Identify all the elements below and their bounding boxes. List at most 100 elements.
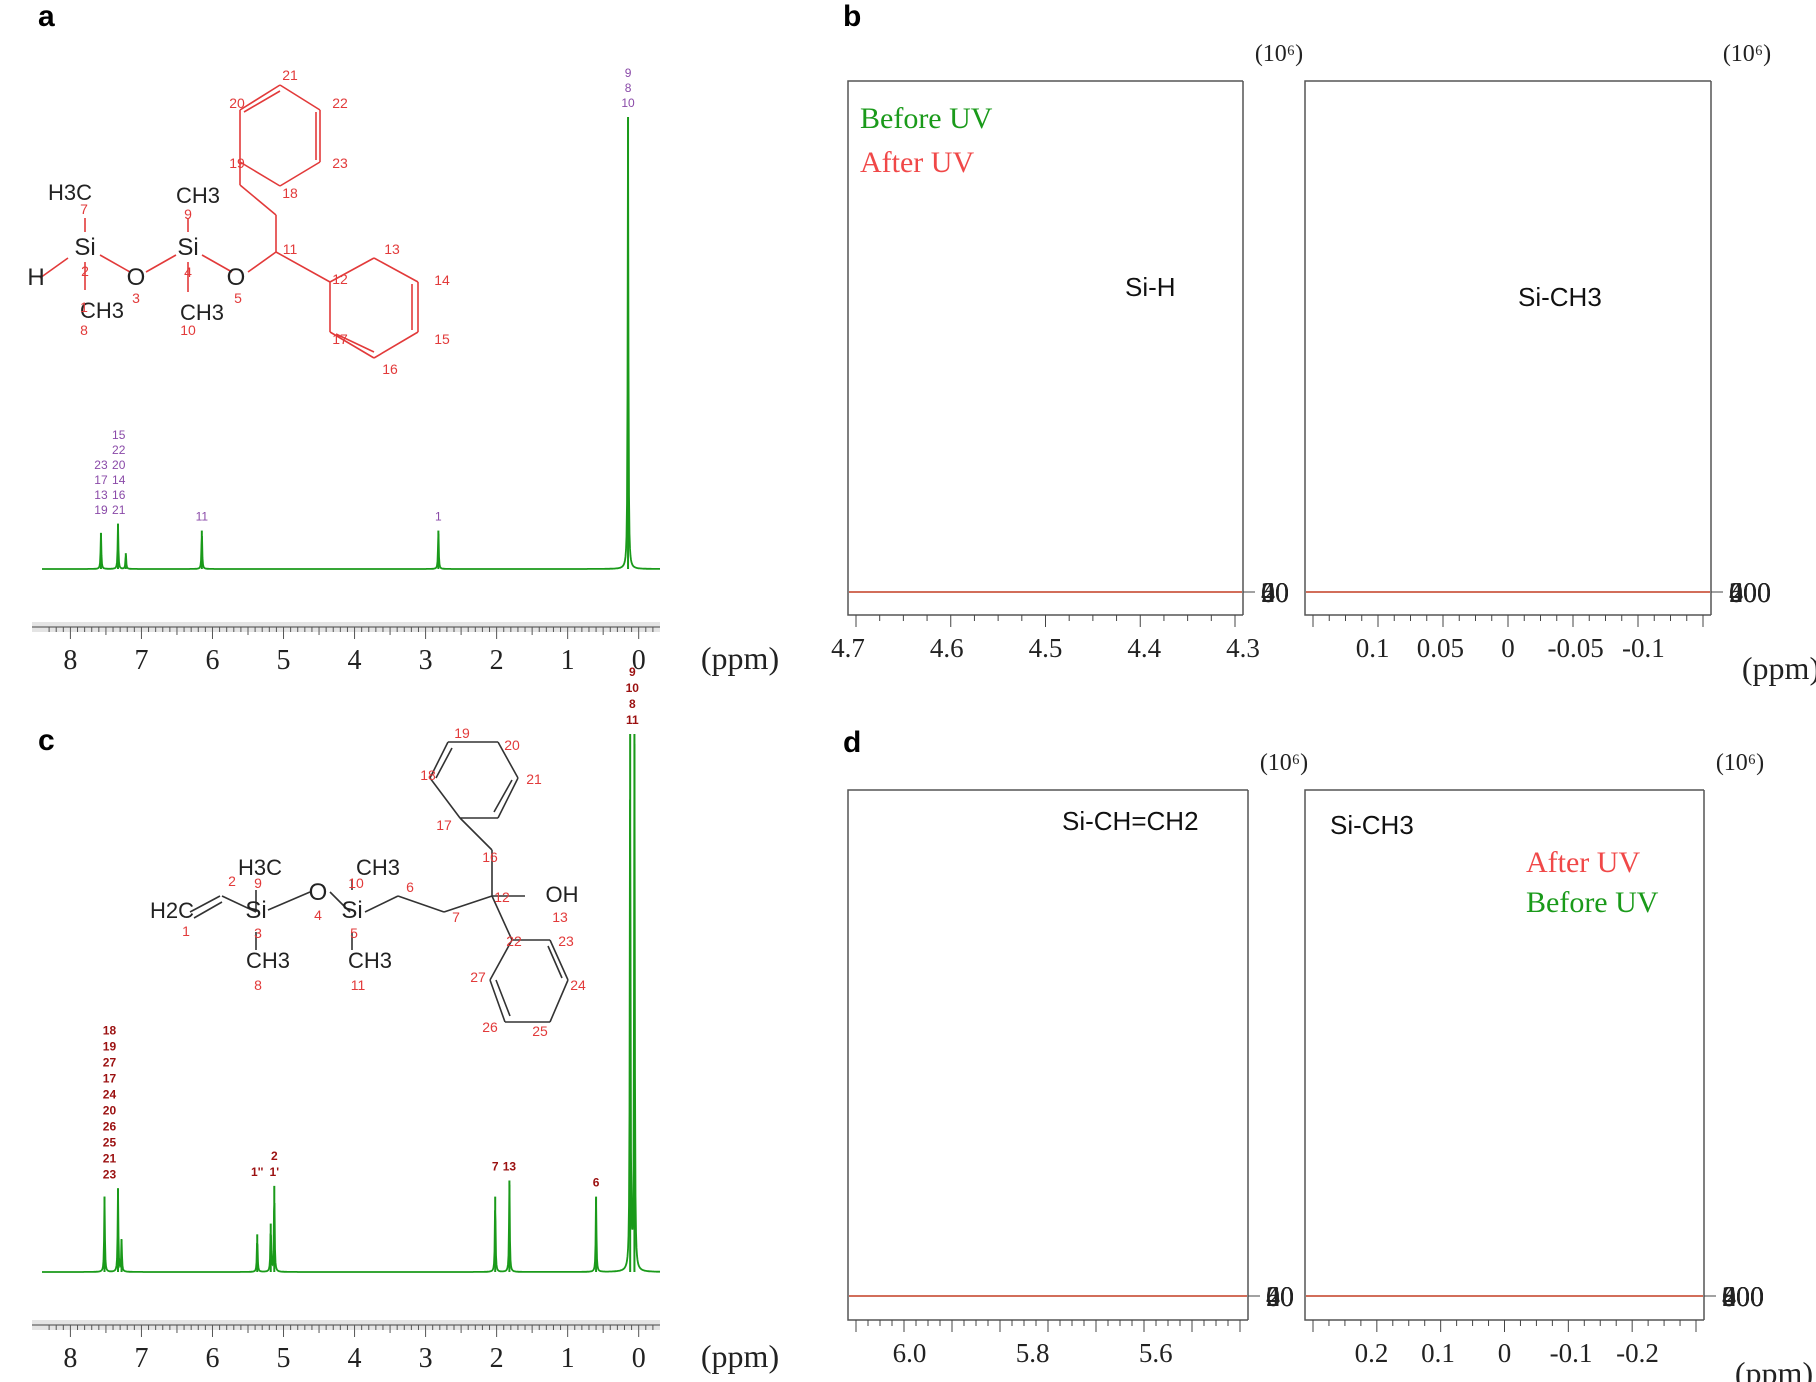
molecule-label: 21 <box>282 67 298 83</box>
panel-letter: c <box>38 724 55 757</box>
y-tick-label: 200 <box>1722 1282 1764 1313</box>
y-tick-label: 0 <box>1729 578 1743 609</box>
molecule-label: 2 <box>81 263 89 279</box>
x-tick-label: 4.4 <box>1127 633 1161 663</box>
peak-label: 11 <box>196 510 209 524</box>
molecule-label: H3C <box>238 855 282 880</box>
panel-letter: d <box>843 726 861 759</box>
molecule-label: 22 <box>332 95 348 111</box>
molecule-label: H2C <box>150 898 194 923</box>
molecule-label: 22 <box>506 933 522 949</box>
x-tick-label: 4.7 <box>831 633 865 663</box>
molecule-label: 8 <box>80 322 88 338</box>
molecule-label: 18 <box>282 185 298 201</box>
peak-label: 19 <box>103 1040 117 1054</box>
molecule-bonds <box>189 741 569 1023</box>
x-tick-label: 2 <box>490 645 504 676</box>
peak-label: 11 <box>626 713 639 727</box>
peak-label: 6 <box>593 1176 600 1190</box>
peak-label: 19 <box>94 503 108 517</box>
y-tick-label: 600 <box>1722 1282 1764 1313</box>
x-tick-label: 0 <box>1498 1338 1512 1368</box>
peak-annotation: Si-CH3 <box>1330 810 1414 840</box>
peak-label: 8 <box>629 697 636 711</box>
molecule-label: CH3 <box>246 948 290 973</box>
peak-annotation: Si-CH3 <box>1518 282 1602 312</box>
x-tick-label: 7 <box>134 645 148 676</box>
peak-annotation: Si-CH=CH2 <box>1062 806 1199 836</box>
peak-label: 9 <box>629 665 636 679</box>
molecule-label: CH3 <box>348 948 392 973</box>
peak-label: 1 <box>435 510 442 524</box>
molecule-label: 1 <box>182 923 190 939</box>
y-unit-label: (10⁶) <box>1723 41 1771 67</box>
x-tick-label: 5.8 <box>1016 1338 1050 1368</box>
y-tick-label: 40 <box>1261 578 1289 609</box>
peak-label: 18 <box>103 1024 117 1038</box>
molecule-label: 2 <box>228 873 236 889</box>
x-tick-label: -0.2 <box>1616 1338 1659 1368</box>
x-tick-label: 6 <box>205 645 219 676</box>
molecule-label: 19 <box>229 155 245 171</box>
legend-entry: Before UV <box>860 102 993 135</box>
x-tick-label: 2 <box>490 1343 504 1374</box>
x-axis-label: (ppm) <box>1735 1355 1813 1382</box>
peak-label: 7 <box>492 1160 499 1174</box>
molecule-label: O <box>227 264 246 291</box>
peak-label: 26 <box>103 1120 117 1134</box>
molecule-label: 27 <box>470 969 486 985</box>
y-tick-label: 400 <box>1722 1282 1764 1313</box>
peak-label: 20 <box>112 458 126 472</box>
peak-label: 14 <box>112 473 126 487</box>
molecule-label: 23 <box>332 155 348 171</box>
x-tick-label: 0.1 <box>1421 1338 1455 1368</box>
molecule-label: CH3 <box>80 298 124 323</box>
x-tick-label: 0 <box>1501 633 1515 663</box>
molecule-label: 19 <box>454 725 470 741</box>
molecule-label: 5 <box>350 925 358 941</box>
molecule-label: CH3 <box>356 855 400 880</box>
x-tick-label: 0 <box>632 1343 646 1374</box>
peak-annotation: Si-H <box>1125 272 1176 302</box>
peak-label: 23 <box>103 1168 117 1182</box>
y-tick-label: 600 <box>1729 578 1771 609</box>
peak-label: 25 <box>103 1136 117 1150</box>
x-tick-label: 1 <box>561 1343 575 1374</box>
peak-label: 2 <box>271 1149 278 1163</box>
molecule-label: 1 <box>80 299 88 315</box>
molecule-label: 9 <box>184 206 192 222</box>
spectrum-line <box>42 743 660 1273</box>
y-tick-label: 0 <box>1266 1282 1280 1313</box>
x-tick-label: 0.1 <box>1356 633 1390 663</box>
molecule-label: 18 <box>420 767 436 783</box>
y-tick-label: 200 <box>1729 578 1771 609</box>
x-tick-label: 4 <box>348 645 362 676</box>
x-tick-label: 8 <box>63 645 77 676</box>
x-tick-label: 5 <box>277 645 291 676</box>
molecule-label: 15 <box>434 331 450 347</box>
x-tick-label: 1 <box>561 645 575 676</box>
peak-label: 17 <box>94 473 108 487</box>
molecule-label: 11 <box>283 241 298 257</box>
x-axis-label: (ppm) <box>701 640 779 676</box>
panel-letter: a <box>38 0 55 33</box>
legend-entry: After UV <box>860 146 974 179</box>
x-tick-label: -0.1 <box>1622 633 1665 663</box>
molecule-label: 20 <box>229 95 245 111</box>
molecule-label: 9 <box>254 875 262 891</box>
molecule-label: 13 <box>384 241 400 257</box>
y-tick-label: 400 <box>1729 578 1771 609</box>
molecule-label: 10 <box>348 875 364 891</box>
molecule-label: 23 <box>558 933 574 949</box>
peak-label: 13 <box>94 488 108 502</box>
molecule-label: 14 <box>434 272 450 288</box>
x-tick-label: 6 <box>205 1343 219 1374</box>
panel-letter: b <box>843 0 861 33</box>
molecule-label: Si <box>74 234 95 261</box>
molecule-label: CH3 <box>180 300 224 325</box>
